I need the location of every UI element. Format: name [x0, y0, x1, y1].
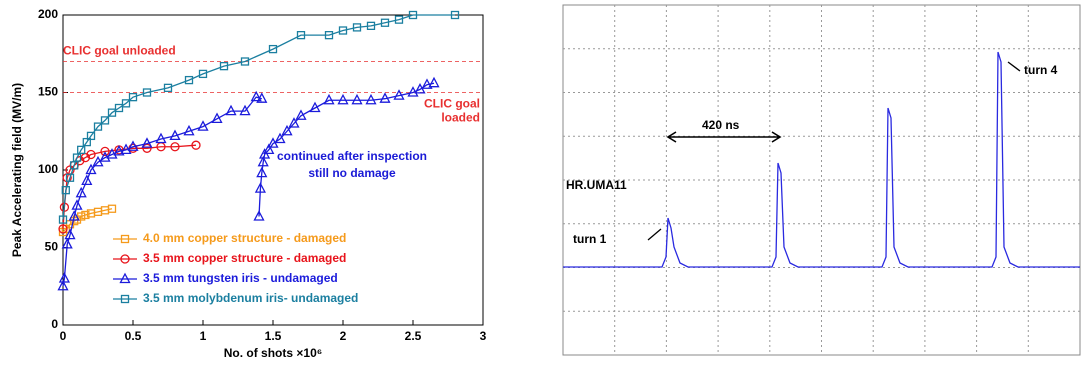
y-tick-label: 0: [51, 317, 58, 331]
y-tick-label: 50: [45, 240, 59, 254]
reference-label: CLIC goal: [424, 97, 480, 111]
legend-label: 3.5 mm copper structure - damaged: [143, 251, 346, 265]
figure: 420 ns HR.UMA11 turn 1 turn 4 0 0.5 1 1.5 2 2.5 3…: [0, 0, 1082, 367]
legend-label: 3.5 mm tungsten iris - undamaged: [143, 271, 338, 285]
scope-screen: 420 ns HR.UMA11 turn 1 turn 4: [563, 5, 1080, 355]
x-axis-label: No. of shots ×10⁶: [224, 346, 323, 360]
scope-label: HR.UMA11: [566, 178, 627, 192]
marker: [199, 122, 208, 131]
legend-label: 3.5 mm molybdenum iris- undamaged: [143, 291, 358, 305]
x-tick-label: 1: [200, 329, 207, 343]
legend-marker: [121, 274, 130, 283]
marker: [430, 78, 439, 87]
marker: [213, 114, 222, 123]
legend-label: 4.0 mm copper structure - damaged: [143, 231, 346, 245]
marker: [297, 111, 306, 120]
y-axis-label: Peak Accelerating field (MV/m): [10, 83, 24, 257]
annotation: continued after inspection: [277, 149, 427, 163]
reference-label: CLIC goal unloaded: [63, 44, 176, 58]
y-tick-label: 100: [38, 162, 58, 176]
marker: [227, 106, 236, 115]
x-tick-label: 2.5: [405, 329, 422, 343]
marker: [339, 95, 348, 104]
x-tick-label: 0.5: [125, 329, 142, 343]
x-tick-label: 2: [340, 329, 347, 343]
y-tick-label: 150: [38, 85, 58, 99]
scope-label: 420 ns: [702, 118, 740, 132]
y-tick-label: 200: [38, 7, 58, 21]
marker: [311, 103, 320, 112]
scope-label: turn 1: [573, 232, 607, 246]
marker: [353, 95, 362, 104]
marker: [325, 95, 334, 104]
x-tick-label: 0: [60, 329, 67, 343]
reference-label: loaded: [441, 111, 480, 125]
scope-label: turn 4: [1024, 63, 1058, 77]
x-tick-label: 3: [480, 329, 487, 343]
annotation: still no damage: [308, 166, 396, 180]
x-tick-label: 1.5: [265, 329, 282, 343]
